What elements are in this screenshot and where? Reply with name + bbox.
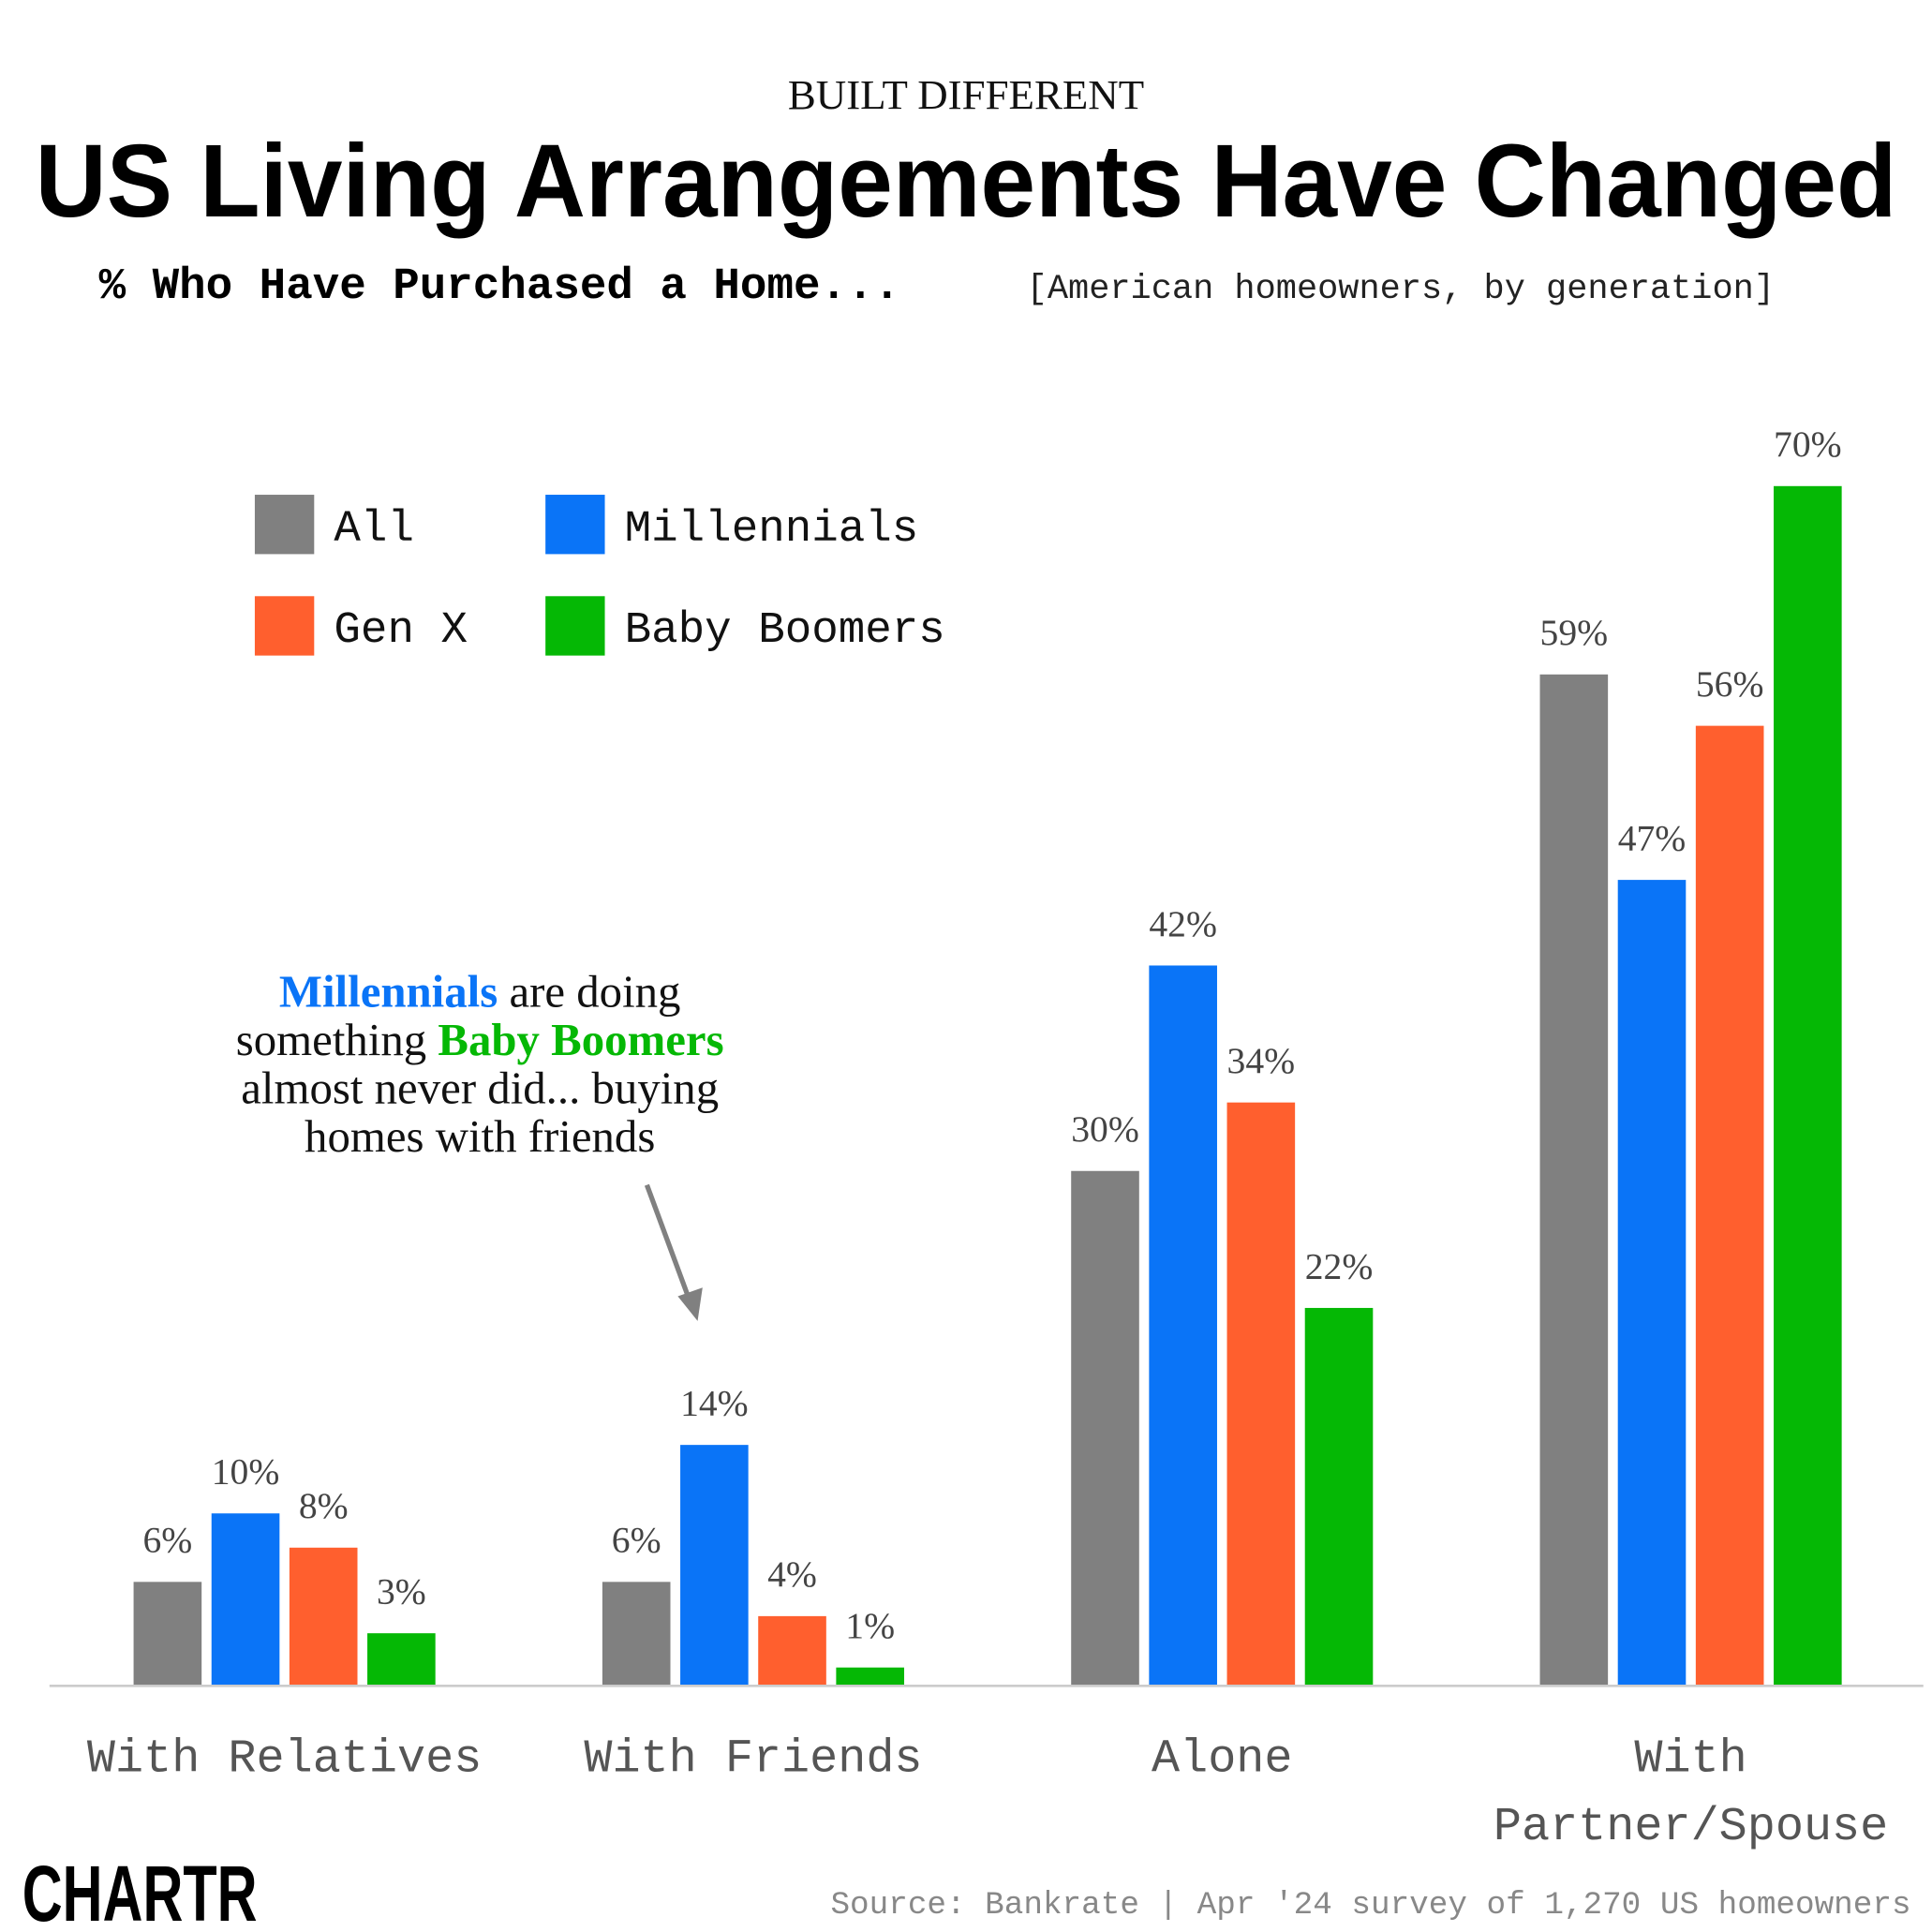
value-label: 34% bbox=[1227, 1040, 1296, 1081]
legend-swatch bbox=[254, 495, 315, 555]
value-label: 70% bbox=[1774, 424, 1842, 465]
legend-label: All bbox=[334, 504, 414, 555]
bar bbox=[211, 1513, 280, 1685]
bar bbox=[758, 1615, 826, 1685]
bar bbox=[367, 1633, 436, 1685]
legend-swatch bbox=[545, 495, 605, 555]
kicker: BUILT DIFFERENT bbox=[788, 71, 1144, 118]
value-label: 6% bbox=[612, 1520, 661, 1561]
legend-label: Millennials bbox=[625, 504, 919, 555]
legend-label: Gen X bbox=[334, 605, 468, 656]
annotation: something Baby Boomers bbox=[236, 1014, 724, 1065]
value-label: 10% bbox=[212, 1451, 280, 1493]
value-label: 1% bbox=[845, 1605, 895, 1646]
bar bbox=[1774, 485, 1842, 1685]
annotation: homes with friends bbox=[305, 1110, 655, 1162]
chart-title: US Living Arrangements Have Changed bbox=[36, 124, 1897, 239]
value-label: 56% bbox=[1696, 663, 1764, 705]
bar bbox=[289, 1547, 358, 1685]
bar bbox=[1071, 1170, 1139, 1685]
bar bbox=[602, 1582, 671, 1685]
value-label: 22% bbox=[1305, 1245, 1374, 1286]
bar bbox=[680, 1445, 749, 1685]
x-tick-label: With Relatives bbox=[87, 1732, 482, 1786]
annotation-arrow bbox=[644, 1183, 703, 1321]
annotation: Millennials are doing bbox=[279, 966, 681, 1018]
bar bbox=[133, 1582, 202, 1685]
x-tick-label: With Partner/Spouse bbox=[1494, 1732, 1888, 1854]
x-tick-label: Alone bbox=[1152, 1732, 1293, 1786]
x-tick-label: With Friends bbox=[584, 1732, 922, 1786]
value-label: 4% bbox=[767, 1553, 817, 1595]
bar bbox=[836, 1667, 904, 1685]
value-label: 42% bbox=[1149, 903, 1217, 944]
value-label: 14% bbox=[680, 1382, 749, 1423]
legend-swatch bbox=[545, 596, 605, 656]
subtitle-note: [American homeowners, by generation] bbox=[1027, 270, 1775, 309]
value-label: 59% bbox=[1540, 612, 1609, 653]
legend-label: Baby Boomers bbox=[625, 605, 945, 656]
value-label: 30% bbox=[1071, 1108, 1139, 1150]
logo: CHARTR bbox=[22, 1850, 258, 1932]
legend-swatch bbox=[254, 596, 315, 656]
bar bbox=[1695, 725, 1764, 1685]
value-label: 47% bbox=[1618, 817, 1687, 858]
source: Source: Bankrate | Apr '24 survey of 1,2… bbox=[830, 1887, 1910, 1924]
subtitle: % Who Have Purchased a Home... bbox=[99, 261, 900, 312]
value-label: 6% bbox=[142, 1520, 192, 1561]
bar bbox=[1149, 965, 1217, 1685]
value-label: 8% bbox=[299, 1485, 349, 1526]
bar bbox=[1539, 674, 1609, 1685]
bar bbox=[1617, 880, 1687, 1685]
annotation: almost never did... buying bbox=[241, 1063, 719, 1114]
value-label: 3% bbox=[377, 1570, 426, 1612]
bar bbox=[1226, 1102, 1296, 1685]
bar bbox=[1304, 1307, 1374, 1685]
